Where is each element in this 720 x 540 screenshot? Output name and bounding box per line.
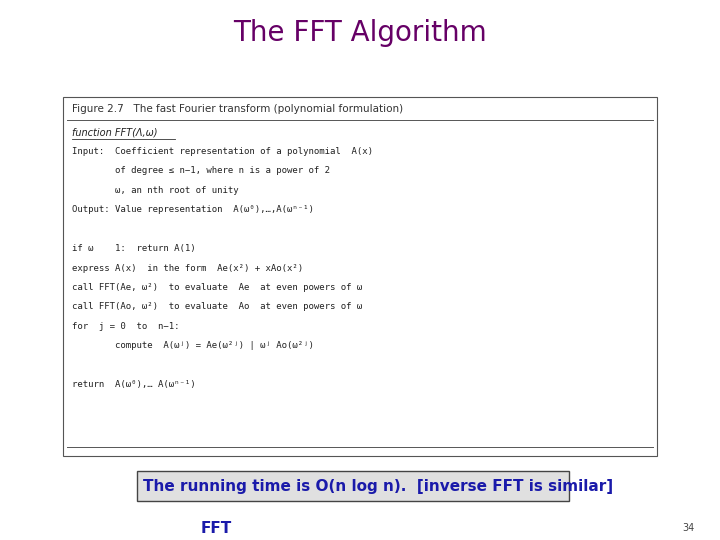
- Text: The running time is O(n log n).  [inverse FFT is similar]: The running time is O(n log n). [inverse…: [143, 479, 613, 494]
- Text: for  j = 0  to  n−1:: for j = 0 to n−1:: [72, 322, 179, 331]
- Text: of degree ≤ n−1, where n is a power of 2: of degree ≤ n−1, where n is a power of 2: [72, 166, 330, 176]
- Text: function FFT(Λ,ω): function FFT(Λ,ω): [72, 127, 158, 138]
- Text: express A(x)  in the form  Ae(x²) + xAo(x²): express A(x) in the form Ae(x²) + xAo(x²…: [72, 264, 303, 273]
- FancyBboxPatch shape: [63, 97, 657, 456]
- Text: if ω    1:  return A(1): if ω 1: return A(1): [72, 244, 196, 253]
- Text: Figure 2.7   The fast Fourier transform (polynomial formulation): Figure 2.7 The fast Fourier transform (p…: [72, 104, 403, 114]
- Text: Input:  Coefficient representation of a polynomial  A(x): Input: Coefficient representation of a p…: [72, 147, 373, 156]
- Text: ω, an nth root of unity: ω, an nth root of unity: [72, 186, 238, 195]
- Text: 34: 34: [683, 523, 695, 533]
- Text: call FFT(Ao, ω²)  to evaluate  Ao  at even powers of ω: call FFT(Ao, ω²) to evaluate Ao at even …: [72, 302, 362, 312]
- Text: return  A(ω⁰),… A(ωⁿ⁻¹): return A(ω⁰),… A(ωⁿ⁻¹): [72, 380, 196, 389]
- Text: FFT: FFT: [200, 521, 232, 536]
- Text: Output: Value representation  A(ω⁰),…,A(ωⁿ⁻¹): Output: Value representation A(ω⁰),…,A(ω…: [72, 205, 314, 214]
- Text: call FFT(Ae, ω²)  to evaluate  Ae  at even powers of ω: call FFT(Ae, ω²) to evaluate Ae at even …: [72, 283, 362, 292]
- Text: The FFT Algorithm: The FFT Algorithm: [233, 19, 487, 47]
- FancyBboxPatch shape: [137, 471, 569, 501]
- Text: compute  A(ωʲ) = Ae(ω²ʲ) | ωʲ Ao(ω²ʲ): compute A(ωʲ) = Ae(ω²ʲ) | ωʲ Ao(ω²ʲ): [72, 341, 314, 350]
